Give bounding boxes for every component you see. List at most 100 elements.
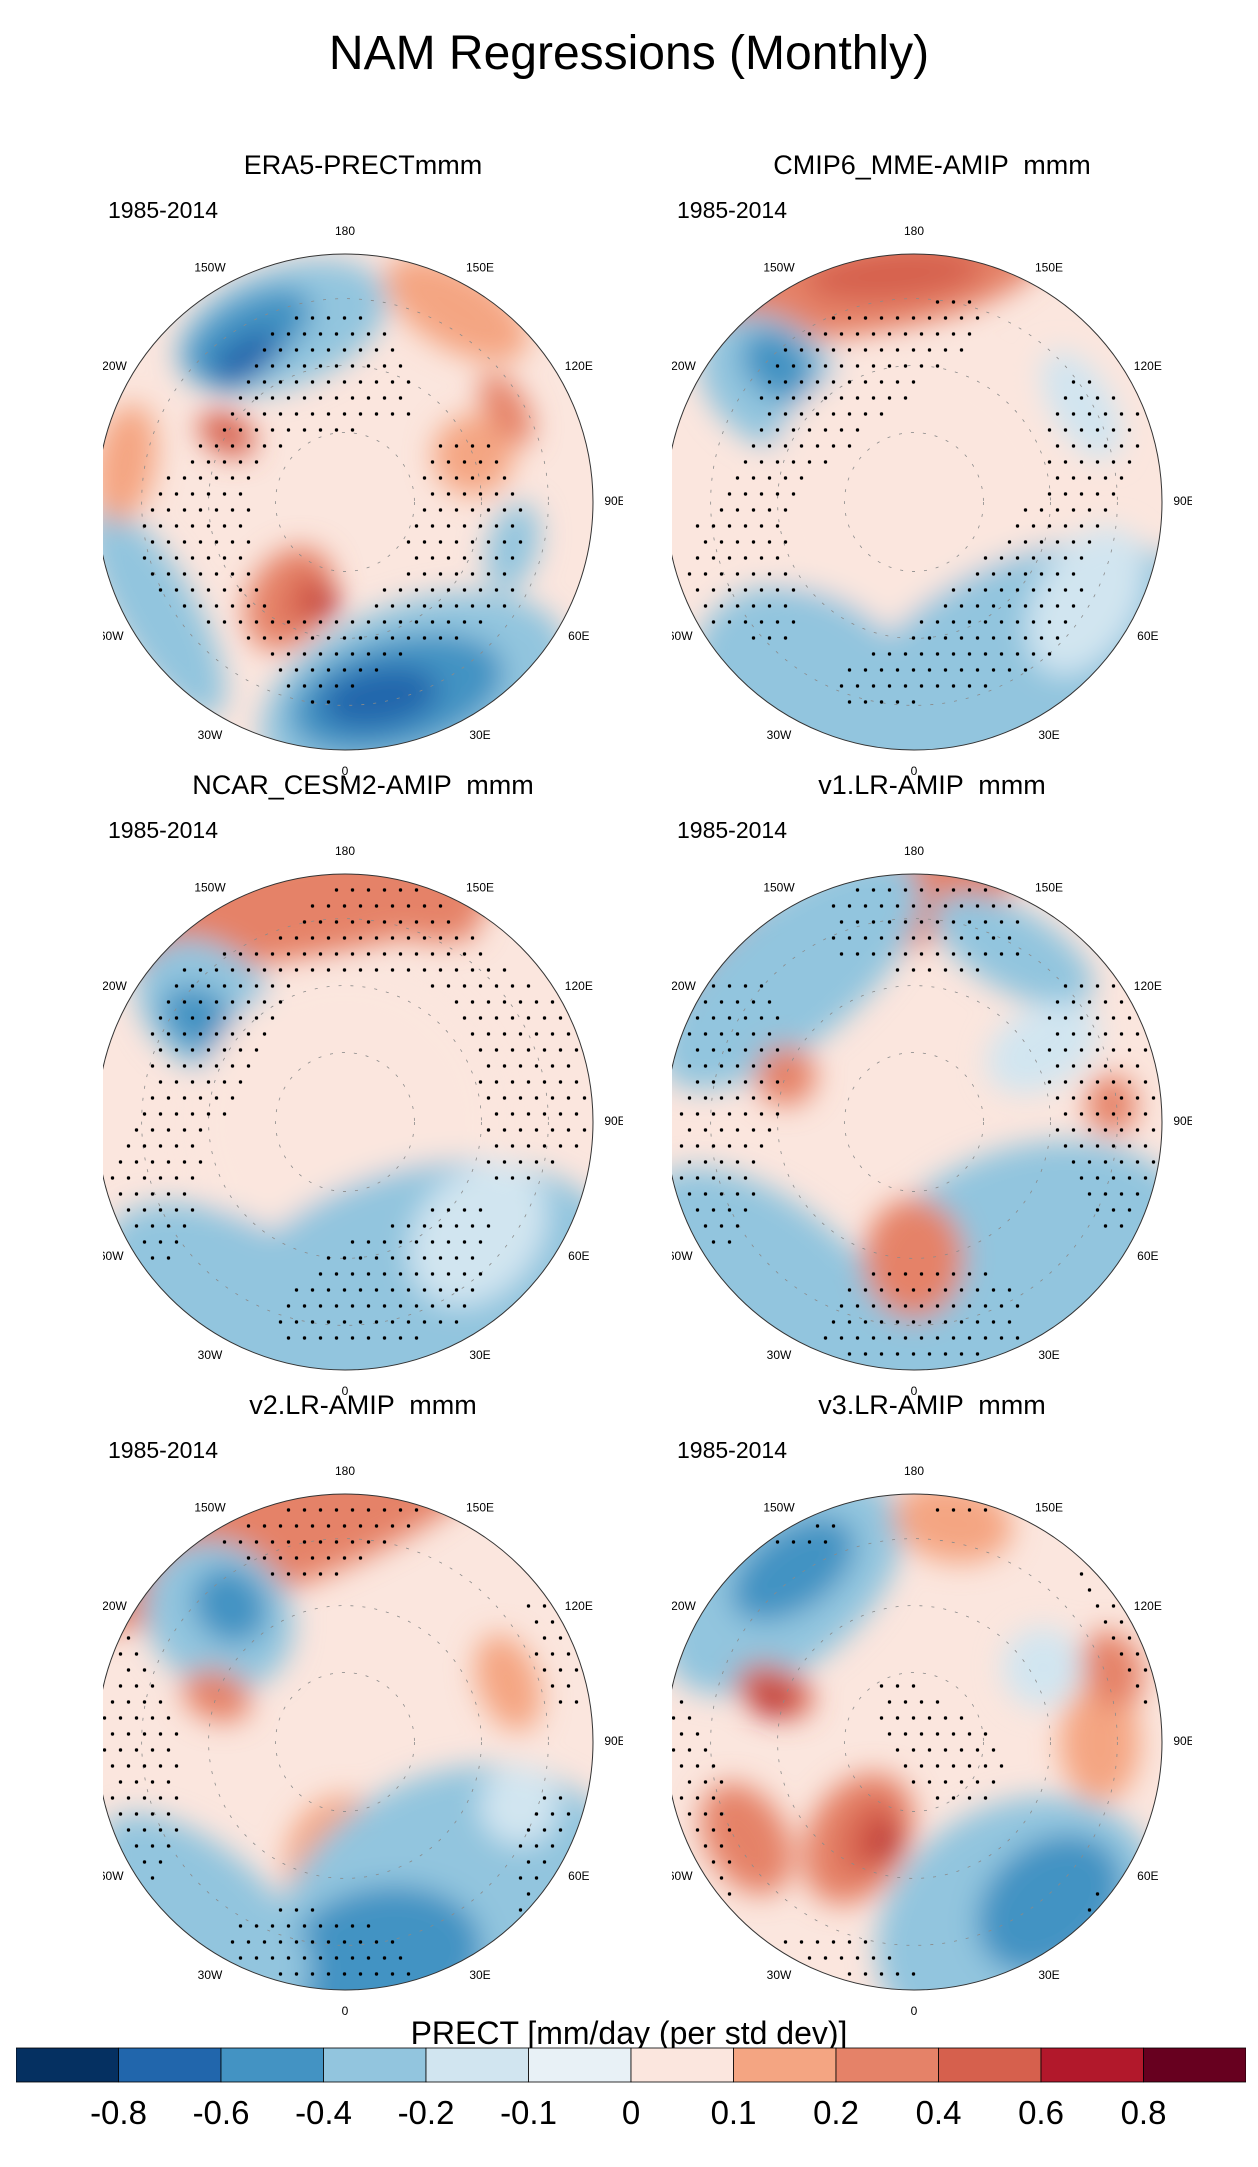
latitude-contour: [208, 365, 482, 639]
latitude-contour: [777, 1605, 1051, 1879]
field-anomaly: [193, 1567, 268, 1644]
panel-title: v3.LR-AMIP mmm: [818, 1390, 1046, 1420]
field-anomaly: [700, 1783, 793, 1895]
field-anomaly: [475, 1634, 542, 1731]
longitude-label: 60W: [672, 629, 693, 643]
field-anomaly: [182, 1668, 251, 1722]
longitude-label: 60E: [568, 629, 589, 643]
longitude-label: 120W: [672, 979, 697, 993]
longitude-label: 0: [342, 1384, 349, 1395]
longitude-label: 30W: [767, 1348, 792, 1362]
longitude-label: 60W: [103, 1869, 124, 1883]
longitude-label: 120E: [565, 979, 593, 993]
field-anomaly: [409, 1161, 547, 1306]
field-anomaly: [314, 589, 340, 620]
longitude-label: 30E: [1038, 728, 1059, 742]
colorbar-tick-label: -0.4: [295, 2094, 352, 2131]
longitude-label: 150W: [194, 260, 226, 274]
longitude-label: 180: [335, 844, 355, 858]
longitude-label: 30W: [767, 728, 792, 742]
longitude-label: 60E: [568, 1869, 589, 1883]
panel-title: NCAR_CESM2-AMIP mmm: [192, 770, 534, 800]
panel-title: v2.LR-AMIP mmm: [249, 1390, 477, 1420]
field-anomaly: [103, 505, 226, 717]
field-anomaly: [672, 1167, 909, 1370]
longitude-label: 120E: [1134, 359, 1162, 373]
longitude-label: 0: [911, 1384, 918, 1395]
field-anomaly: [750, 1690, 790, 1717]
longitude-label: 180: [335, 1464, 355, 1478]
field-anomaly: [1086, 1074, 1137, 1135]
longitude-label: 150E: [1035, 880, 1063, 894]
significance-stippling: [672, 1508, 1148, 1976]
colorbar-swatch: [1143, 2047, 1246, 2083]
longitude-label: 0: [342, 764, 349, 775]
map-panel: 180150E120E90E60E30E030W60W90W120W150WER…: [103, 150, 623, 790]
longitude-label: 150W: [763, 260, 795, 274]
latitude-contour: [208, 985, 482, 1259]
field-anomaly: [433, 415, 514, 496]
longitude-label: 90E: [1173, 1734, 1192, 1748]
longitude-label: 90E: [604, 1734, 623, 1748]
latitude-contour: [275, 1672, 415, 1812]
significance-stippling: [103, 1508, 579, 1976]
longitude-label: 30E: [1038, 1968, 1059, 1982]
significance-stippling: [142, 316, 523, 704]
field-anomaly: [1002, 1627, 1083, 1708]
longitude-label: 90E: [1173, 494, 1192, 508]
latitude-contour: [777, 365, 1051, 639]
longitude-label: 90E: [604, 494, 623, 508]
longitude-label: 60E: [1137, 629, 1158, 643]
colorbar-swatch: [938, 2047, 1042, 2083]
panel-title: ERA5-PRECTmmm: [243, 150, 483, 180]
colorbar-tick-label: 0.4: [916, 2094, 962, 2131]
colorbar-swatch: [118, 2047, 222, 2083]
field-anomaly: [103, 1202, 376, 1370]
longitude-label: 120W: [103, 359, 128, 373]
field-anomaly: [485, 502, 540, 591]
latitude-contour: [275, 1052, 415, 1192]
colorbar-swatch: [323, 2047, 427, 2083]
longitude-label: 180: [904, 224, 924, 238]
longitude-label: 60E: [1137, 1869, 1158, 1883]
colorbar-swatch: [16, 2047, 119, 2083]
longitude-label: 0: [911, 2004, 918, 2015]
longitude-label: 0: [911, 764, 918, 775]
field-anomaly: [874, 1823, 900, 1863]
field-anomaly: [1060, 1682, 1140, 1802]
longitude-label: 60E: [568, 1249, 589, 1263]
longitude-label: 150E: [1035, 260, 1063, 274]
longitude-label: 30W: [198, 728, 223, 742]
latitude-contour: [710, 918, 1118, 1326]
field-anomaly: [320, 666, 439, 729]
field-anomaly: [932, 893, 1094, 1007]
longitude-label: 60W: [103, 629, 124, 643]
map-boundary: [103, 253, 594, 751]
panel-title: CMIP6_MME-AMIP mmm: [773, 150, 1091, 180]
latitude-contour: [844, 1052, 984, 1192]
colorbar: -0.8 -0.6 -0.4 -0.2 -0.1 0 0.1 0.2 0.4 0.6 0.8: [16, 2047, 1246, 2131]
panel-title: v1.LR-AMIP mmm: [818, 770, 1046, 800]
latitude-contour: [208, 1605, 482, 1879]
colorbar-swatch: [425, 2047, 529, 2083]
longitude-label: 150W: [763, 880, 795, 894]
longitude-label: 60W: [672, 1869, 693, 1883]
longitude-label: 150W: [763, 1500, 795, 1514]
map-panel: 180150E120E90E60E30E030W60W90W120W150WNC…: [103, 770, 623, 1410]
panel-period: 1985-2014: [108, 817, 218, 843]
colorbar-swatch: [1040, 2047, 1144, 2083]
polar-map: 180150E120E90E60E30E030W60W90W120W150W: [672, 844, 1192, 1395]
colorbar-tick-label: 0.8: [1121, 2094, 1167, 2131]
longitude-label: 150E: [1035, 1500, 1063, 1514]
field-anomaly: [384, 255, 529, 362]
latitude-contour: [141, 918, 549, 1326]
latitude-contour: [844, 432, 984, 572]
latitude-contour: [141, 298, 549, 706]
longitude-label: 120W: [103, 1599, 128, 1613]
colorbar-tick-label: -0.8: [90, 2094, 147, 2131]
field-anomaly: [863, 1228, 915, 1299]
field-anomaly: [1041, 351, 1122, 460]
field-anomaly: [755, 1045, 816, 1106]
polar-map: 180150E120E90E60E30E030W60W90W120W150W: [103, 224, 623, 775]
field-anomaly: [103, 874, 533, 970]
